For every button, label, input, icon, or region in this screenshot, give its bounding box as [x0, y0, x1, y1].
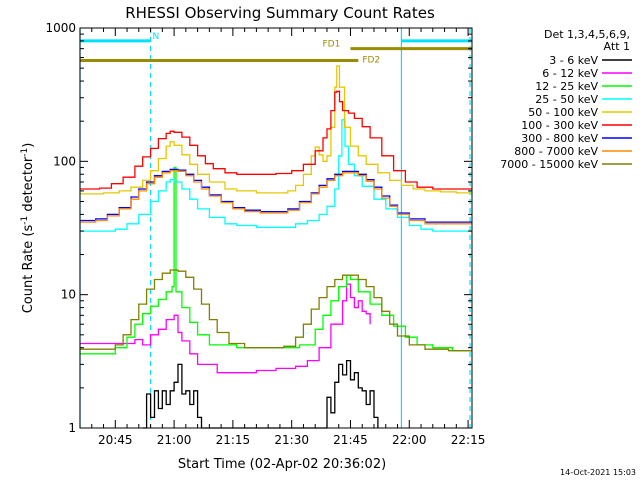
- footer-timestamp: 14-Oct-2021 15:03: [560, 468, 636, 477]
- legend-label-5: 100 - 300 keV: [521, 119, 598, 132]
- y-tick-label-3: 1000: [45, 21, 76, 35]
- series-line-7: [80, 170, 472, 225]
- y-tick-label-2: 100: [53, 154, 76, 168]
- series-line-8: [80, 269, 472, 352]
- plot-frame: [79, 27, 473, 429]
- series-line-5: [80, 90, 472, 190]
- plot-area: [80, 28, 472, 428]
- series-line-1: [80, 283, 371, 374]
- x-tick-label-5: 22:00: [392, 433, 427, 447]
- legend-label-0: 3 - 6 keV: [549, 54, 598, 67]
- legend-label-8: 7000 - 15000 keV: [500, 158, 598, 171]
- x-tick-label-6: 22:15: [451, 433, 486, 447]
- x-tick-label-1: 21:00: [157, 433, 192, 447]
- legend-label-2: 12 - 25 keV: [535, 80, 598, 93]
- series-line-0: [142, 359, 379, 429]
- legend-label-3: 25 - 50 keV: [535, 93, 598, 106]
- indicator-label-3: FD2: [362, 56, 380, 66]
- indicator-label-0: N: [153, 32, 160, 42]
- chart-title: RHESSI Observing Summary Count Rates: [125, 4, 435, 22]
- legend-header-1: Att 1: [604, 40, 630, 53]
- y-tick-label-1: 10: [61, 288, 76, 302]
- x-tick-label-2: 21:15: [216, 433, 251, 447]
- x-tick-label-0: 20:45: [98, 433, 133, 447]
- y-axis-label: Count Rate (s-1 detector-1): [20, 143, 36, 314]
- x-axis-label: Start Time (02-Apr-02 20:36:02): [178, 457, 386, 472]
- y-tick-label-0: 1: [68, 421, 76, 435]
- series-line-3: [80, 119, 472, 232]
- series-line-4: [80, 65, 472, 195]
- plot-background: [80, 28, 472, 428]
- legend-header-0: Det 1,3,4,5,6,9,: [544, 28, 630, 41]
- legend-label-1: 6 - 12 keV: [542, 67, 598, 80]
- indicator-label-2: FD1: [322, 40, 340, 50]
- axes: 1 10 100 1000 20:45 21:00 21:15 21:30 21:45 22:00…: [45, 21, 485, 447]
- legend-label-4: 50 - 100 keV: [528, 106, 598, 119]
- x-tick-label-4: 21:45: [333, 433, 368, 447]
- legend-label-7: 800 - 7000 keV: [514, 145, 598, 158]
- legend-label-6: 300 - 800 keV: [521, 132, 598, 145]
- x-tick-label-3: 21:30: [274, 433, 309, 447]
- series-group: [80, 65, 472, 429]
